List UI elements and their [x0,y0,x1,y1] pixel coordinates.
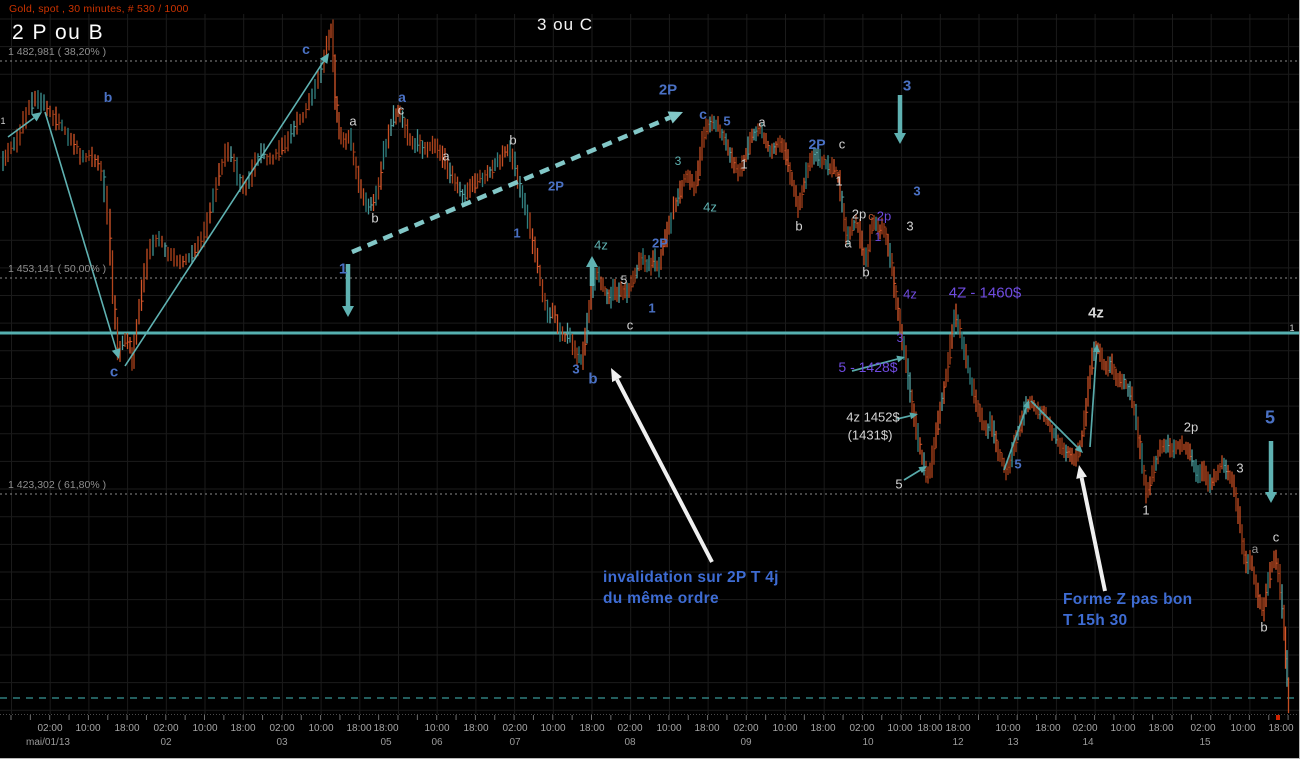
instrument-title: Gold, spot , 30 minutes, # 530 / 1000 [9,3,189,15]
annotation-line: invalidation sur 2P T 4j [603,569,779,586]
annotation-line: T 15h 30 [1063,612,1128,629]
fib-level-label-6180: 1 423,302 ( 61,80% ) [8,479,107,491]
annotation-forme-z: Forme Z pas bon T 15h 30 [1063,589,1192,631]
annotation-invalidation: invalidation sur 2P T 4j du même ordre [603,567,779,609]
wave-count-title-center: 3 ou C [537,15,594,34]
fib-level-label-5000: 1 453,141 ( 50,00% ) [8,263,107,275]
wave-count-title-left: 2 P ou B [12,21,105,44]
annotation-line: Forme Z pas bon [1063,591,1193,608]
annotation-line: du même ordre [603,590,719,607]
fib-level-label-3820: 1 482,981 ( 38,20% ) [8,46,107,58]
